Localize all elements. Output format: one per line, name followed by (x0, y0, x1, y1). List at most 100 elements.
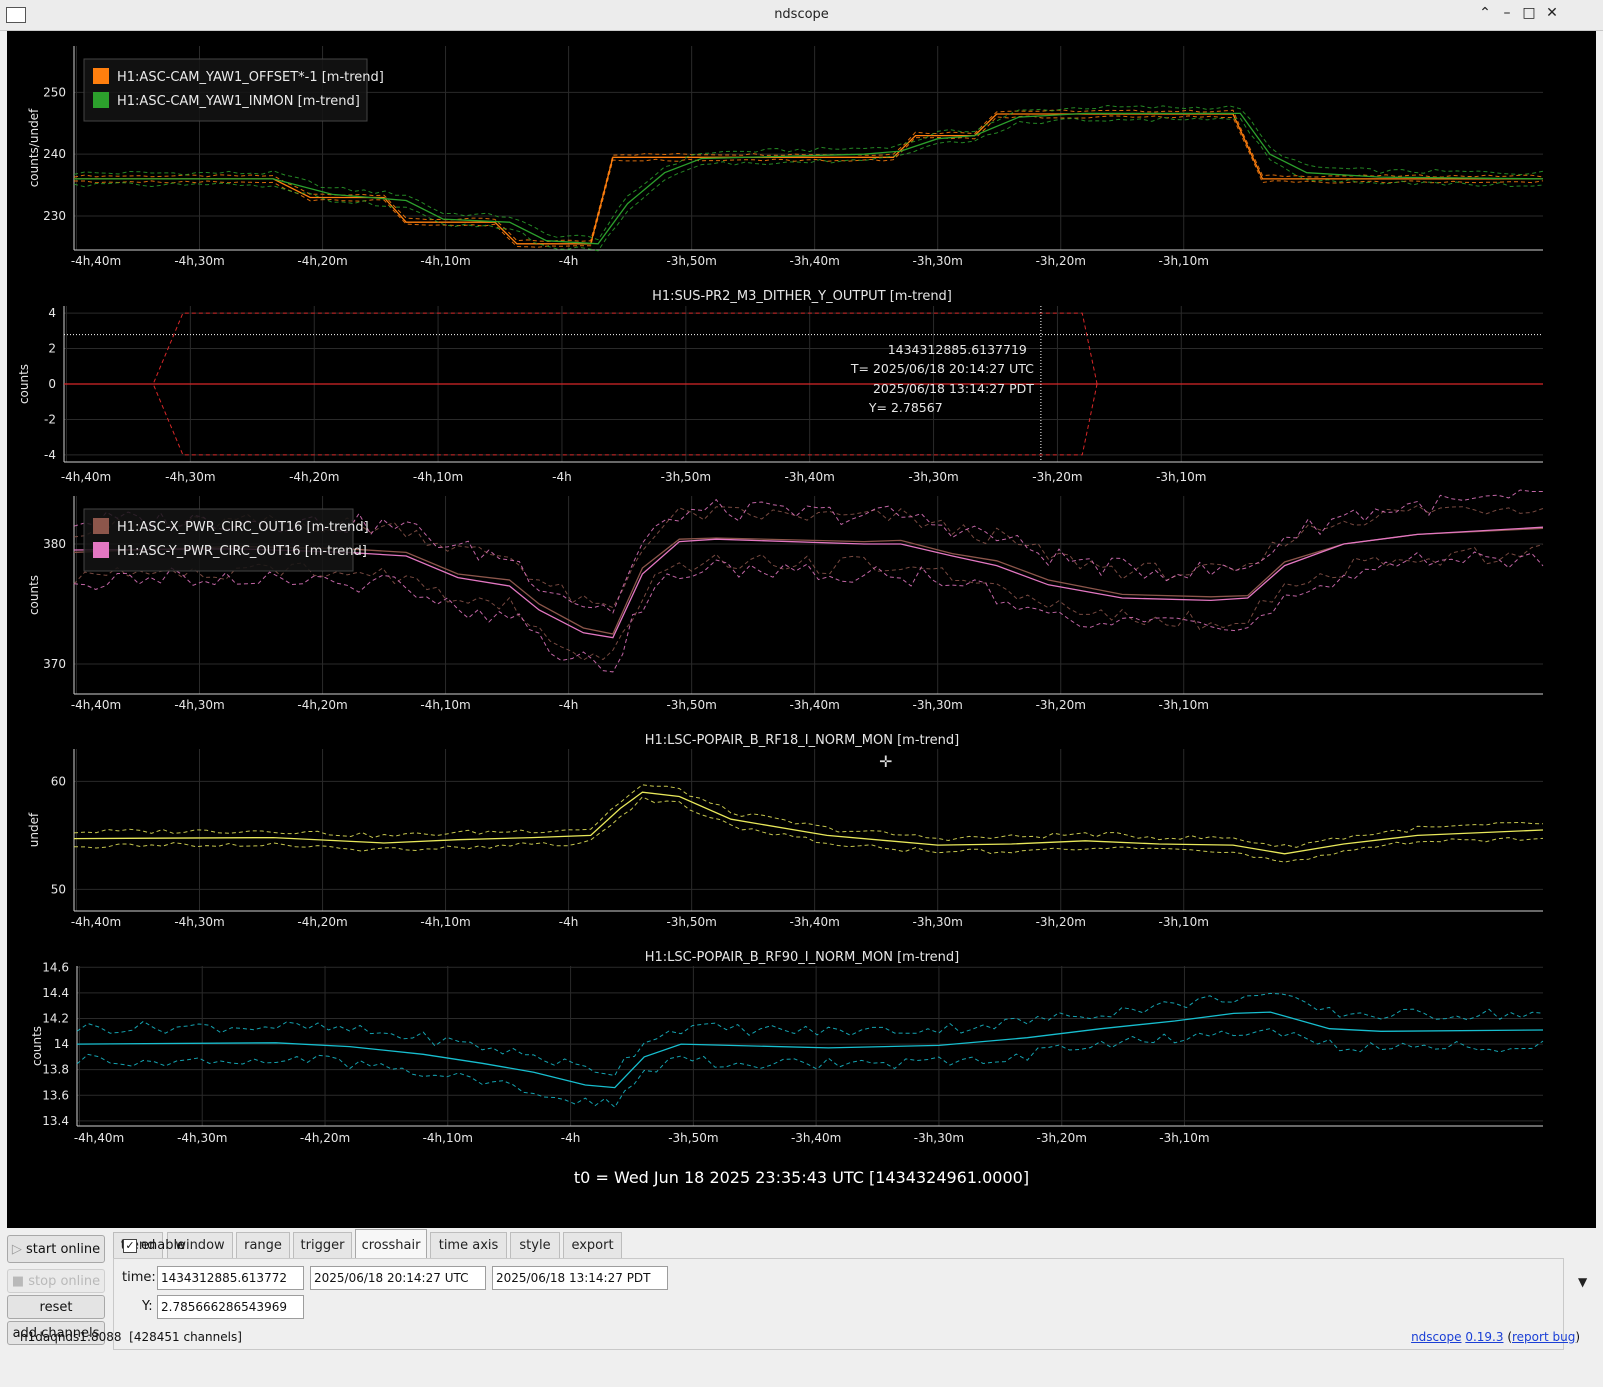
expand-panel-icon[interactable]: ▼ (1578, 1275, 1588, 1289)
plot1-xtick-label: -4h,10m (413, 470, 463, 484)
time-utc-field[interactable]: 2025/06/18 20:14:27 UTC (310, 1266, 486, 1290)
plot4-ytick-label: 14.2 (42, 1011, 69, 1025)
plot1-ytick-label: -2 (44, 412, 56, 426)
plot4-xtick-label: -4h,40m (74, 1131, 124, 1145)
crosshair-utc: T= 2025/06/18 20:14:27 UTC (850, 361, 1034, 376)
plot3-xtick-label: -3h,10m (1159, 915, 1209, 929)
plot1-xtick-label: -3h,20m (1032, 470, 1082, 484)
app-icon (6, 7, 26, 23)
plot2-ytick-label: 370 (43, 657, 66, 671)
time-gps-field[interactable]: 1434312885.613772 (157, 1266, 304, 1290)
plot2-series1-line (73, 526, 1544, 639)
plot4-ytick-label: 14 (54, 1037, 69, 1051)
plot3-series0-line (73, 791, 1544, 855)
app-name-link[interactable]: ndscope (1411, 1330, 1462, 1344)
plot4-ylabel: counts (30, 1026, 44, 1066)
crosshair-local: 2025/06/18 13:14:27 PDT (873, 381, 1034, 396)
plot4-ytick-label: 14.6 (42, 960, 69, 974)
plot-area[interactable]: 230 240 250 -4h,40m -4h,30m -4h,20m -4h,10m -4h… (7, 31, 1596, 1228)
enable-checkbox[interactable]: ✓ (123, 1239, 137, 1253)
plot1-xtick-label: -4h,20m (289, 470, 339, 484)
add-channels-button[interactable]: add channels (7, 1321, 105, 1345)
plot1-xtick-label: -4h,30m (165, 470, 215, 484)
version-link[interactable]: 0.19.3 (1465, 1330, 1504, 1344)
enable-label: enable (141, 1238, 186, 1253)
report-bug-link[interactable]: report bug (1512, 1330, 1576, 1344)
window-minimize-icon[interactable]: – (1503, 5, 1511, 21)
plot0-legend-item: H1:ASC-CAM_YAW1_OFFSET*-1 [m-trend] (117, 70, 384, 85)
plot2-xtick-label: -3h,20m (1036, 698, 1086, 712)
plot2-xtick-label: -4h,30m (174, 698, 224, 712)
tab-export[interactable]: export (563, 1232, 622, 1258)
plot2-xtick-label: -3h,50m (666, 698, 716, 712)
plot0-xtick-label: -4h,10m (420, 254, 470, 268)
plot0-xtick-label: -4h (559, 254, 579, 268)
time-local-field[interactable]: 2025/06/18 13:14:27 PDT (492, 1266, 668, 1290)
plot1-xtick-label: -4h (552, 470, 572, 484)
plot1-ytick-label: 2 (48, 342, 56, 356)
plot1-xtick-label: -3h,30m (908, 470, 958, 484)
plot2-series0-min (73, 544, 1544, 661)
stop-online-button[interactable]: ■ stop online (7, 1269, 105, 1293)
plot0-xtick-label: -3h,20m (1036, 254, 1086, 268)
tab-time-axis[interactable]: time axis (430, 1232, 507, 1258)
plot1-ytick-label: 0 (48, 377, 56, 391)
t0-label-overlay: t0 = Wed Jun 18 2025 23:35:43 UTC [14343… (573, 1168, 1030, 1187)
plot0-xtick-label: -3h,10m (1159, 254, 1209, 268)
y-value-field[interactable]: 2.785666286543969 (157, 1295, 304, 1319)
plot3-xtick-label: -4h,10m (420, 915, 470, 929)
plot4-xtick-label: -4h (561, 1131, 581, 1145)
plot3-xtick-label: -3h,30m (913, 915, 963, 929)
plot0-xtick-label: -4h,30m (174, 254, 224, 268)
plot4-xtick-label: -3h,10m (1159, 1131, 1209, 1145)
plot0-series1-max (73, 104, 1544, 241)
plot0-ytick-label: 250 (43, 85, 66, 99)
plot0-ytick-label: 240 (43, 147, 66, 161)
plot0-legend (83, 58, 368, 122)
window-close-icon[interactable]: ✕ (1546, 5, 1558, 21)
tab-range[interactable]: range (236, 1232, 290, 1258)
plot0-series1-min (73, 116, 1544, 252)
window-maximize-icon[interactable]: □ (1522, 5, 1536, 21)
plot2-legend-swatch (93, 518, 109, 534)
plot2-series1-min (73, 551, 1544, 673)
window-shade-icon[interactable]: ⌃ (1479, 5, 1491, 21)
plot3-xtick-label: -3h,40m (789, 915, 839, 929)
stop-icon: ■ (11, 1274, 29, 1289)
tab-trigger[interactable]: trigger (293, 1232, 352, 1258)
plot3-series0-max (73, 784, 1544, 848)
tab-crosshair[interactable]: crosshair (355, 1229, 427, 1259)
plot3-xtick-label: -3h,20m (1036, 915, 1086, 929)
plot2-legend-item: H1:ASC-Y_PWR_CIRC_OUT16 [m-trend] (117, 544, 367, 559)
plot4-series0-max (76, 992, 1544, 1077)
plot4-ytick-label: 13.6 (42, 1088, 69, 1102)
plot0-ytick-label: 230 (43, 209, 66, 223)
plot3-ylabel: undef (27, 812, 41, 847)
tab-style[interactable]: style (510, 1232, 560, 1258)
plot4-xtick-label: -3h,40m (791, 1131, 841, 1145)
plot4-xtick-label: -4h,30m (177, 1131, 227, 1145)
server-address: h1daqnds1:8088 (20, 1330, 122, 1344)
plot4-xtick-label: -3h,20m (1037, 1131, 1087, 1145)
plot0-series1-line (74, 112, 1544, 245)
tab-window[interactable]: window (167, 1232, 233, 1258)
plot0-series0-max (73, 109, 1544, 243)
crosshair-gps: 1434312885.6137719 (888, 342, 1027, 357)
plot1-xtick-label: -4h,40m (61, 470, 111, 484)
plot0-series0-min (74, 115, 1544, 248)
plot0-xtick-label: -4h,40m (71, 254, 121, 268)
plot1-ytick-label: 4 (48, 306, 56, 320)
control-panel: ▷ start online ■ stop online reset add c… (0, 1228, 1603, 1387)
plot2-xtick-label: -4h,20m (297, 698, 347, 712)
plot2-xtick-label: -4h,40m (71, 698, 121, 712)
plot2-xtick-label: -3h,30m (913, 698, 963, 712)
plot1-xtick-label: -3h,10m (1156, 470, 1206, 484)
plot2-legend-item: H1:ASC-X_PWR_CIRC_OUT16 [m-trend] (117, 520, 369, 535)
plot0-xtick-label: -4h,20m (297, 254, 347, 268)
plot4-ytick-label: 13.8 (42, 1063, 69, 1077)
reset-button[interactable]: reset (7, 1295, 105, 1319)
plot4-title: H1:LSC-POPAIR_B_RF90_I_NORM_MON [m-trend… (645, 950, 960, 965)
start-online-button[interactable]: ▷ start online (7, 1235, 105, 1263)
plot3-xtick-label: -3h,50m (666, 915, 716, 929)
